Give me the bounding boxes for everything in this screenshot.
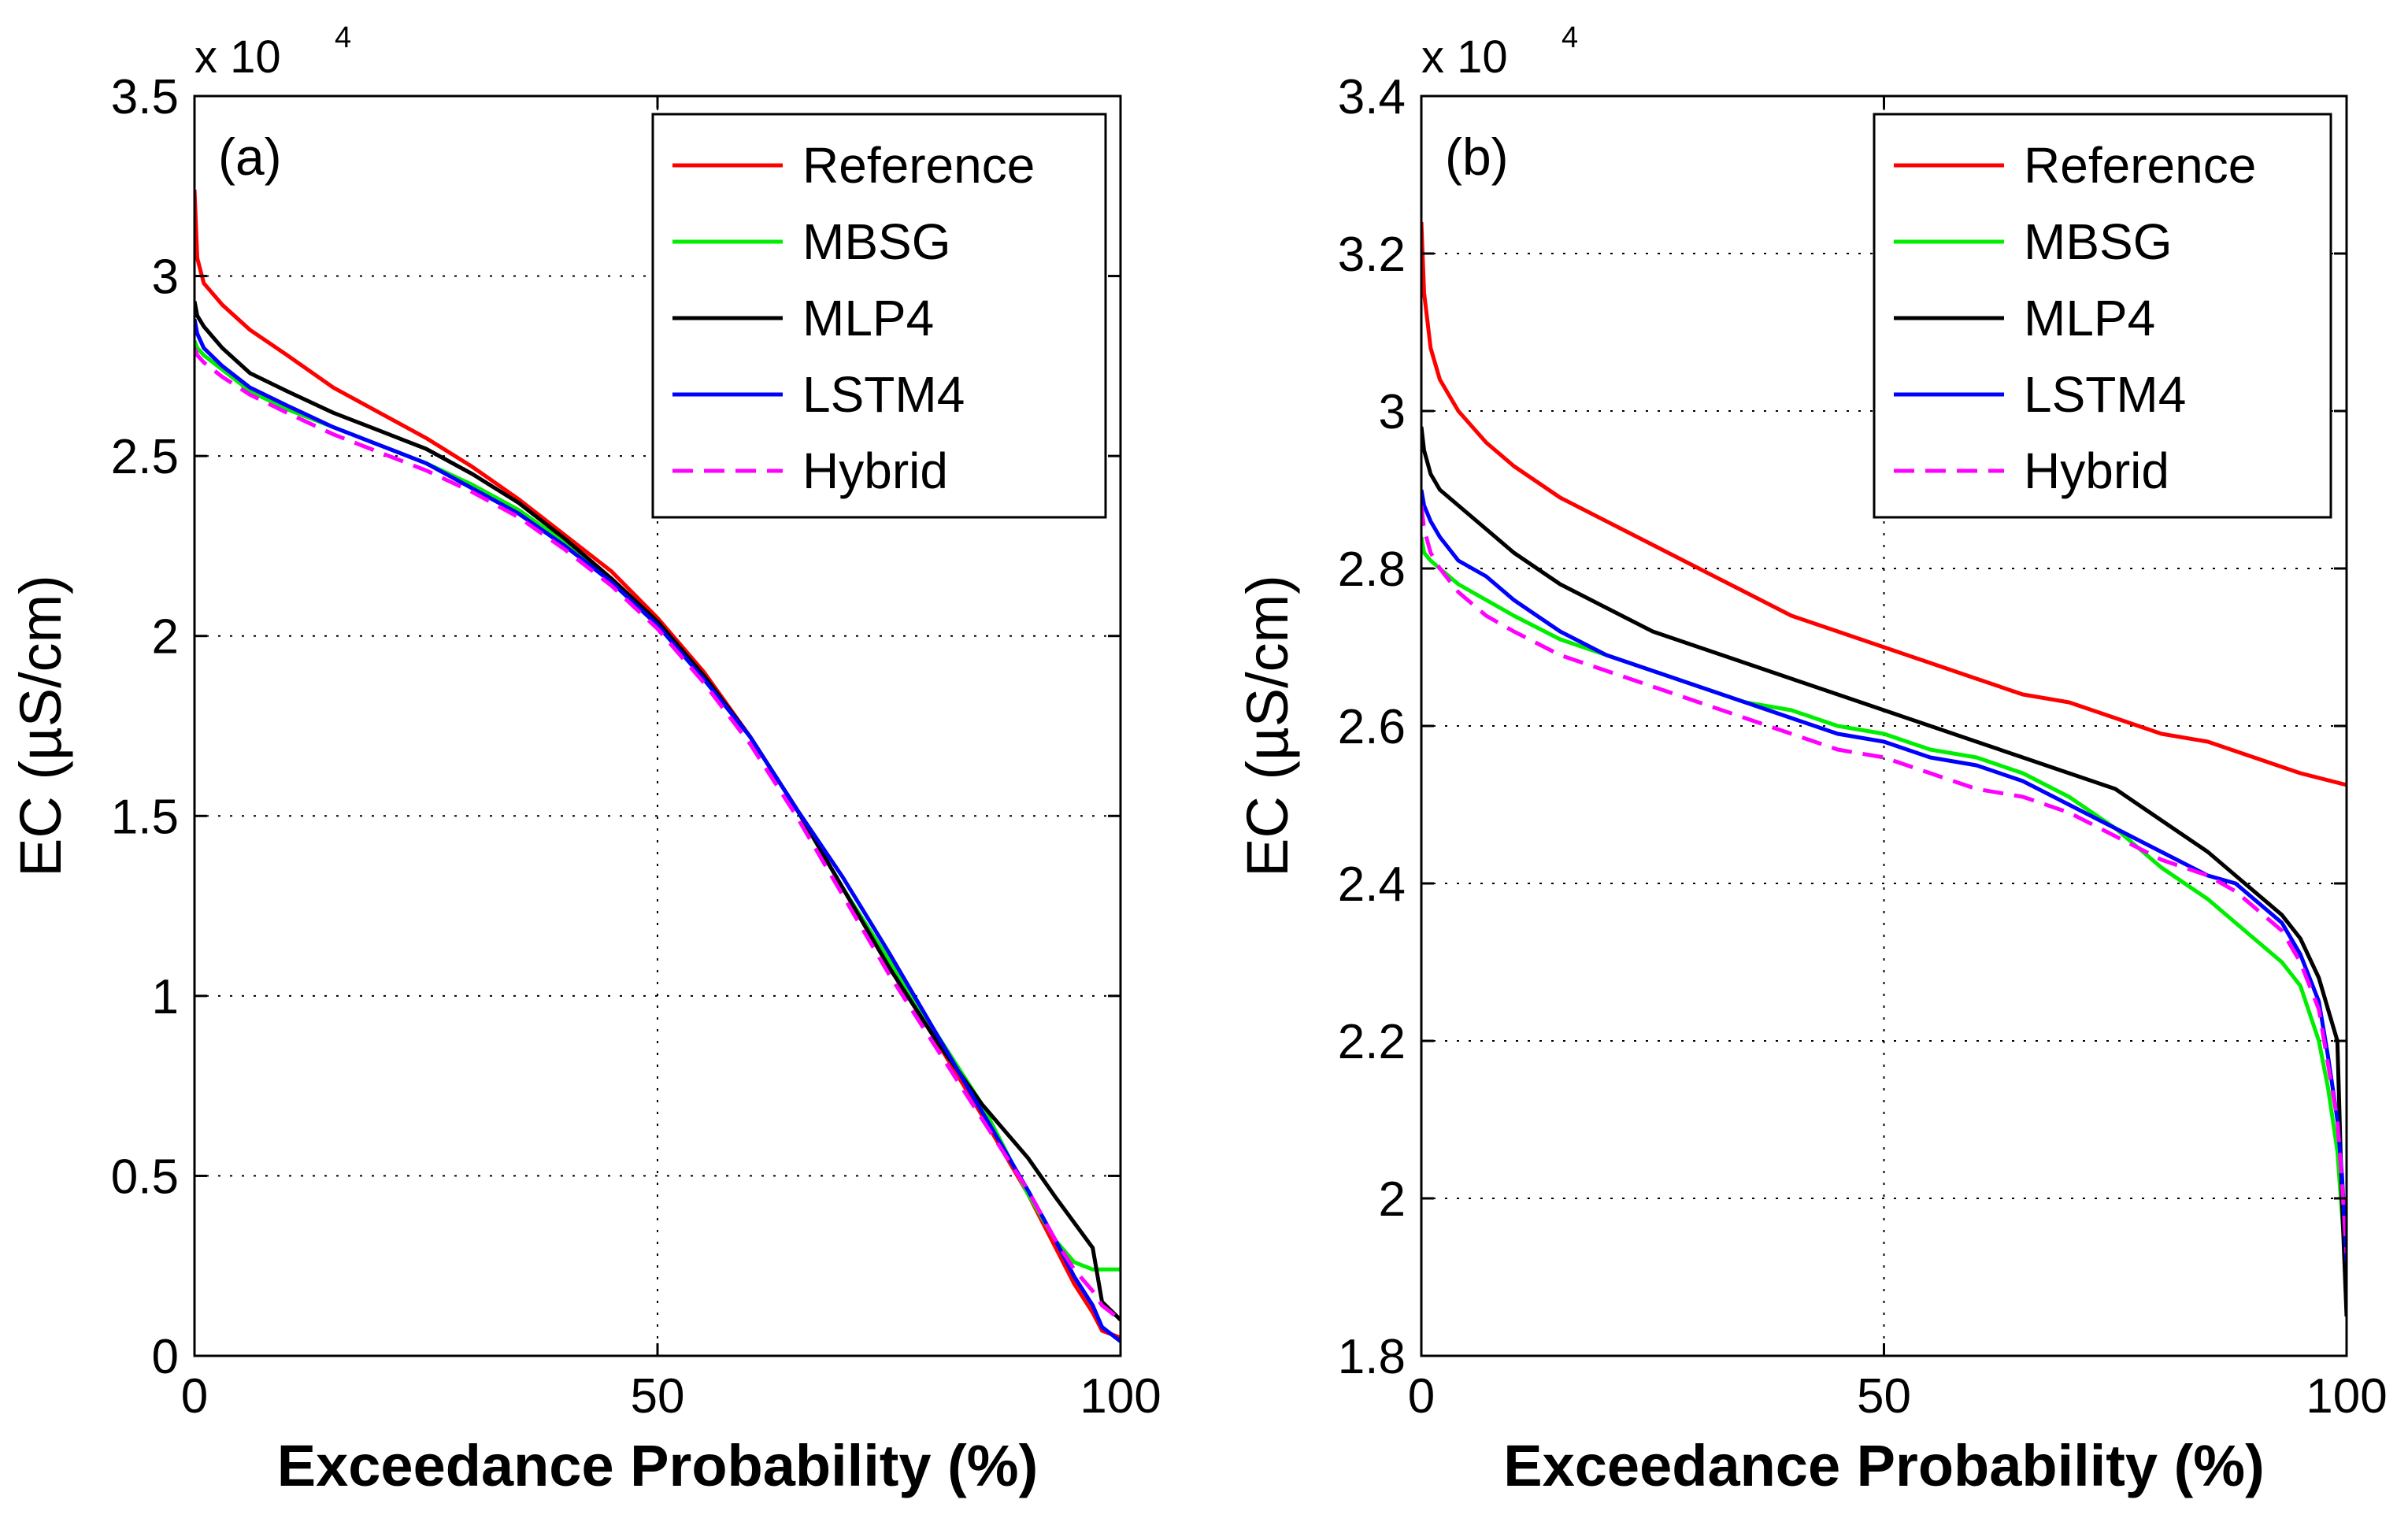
x-axis-label: Exceedance Probability (%) (277, 1433, 1038, 1498)
series-line-mlp4 (1421, 426, 2347, 1317)
series-line-hybrid (1421, 505, 2347, 1254)
y-tick-label: 3.2 (1338, 228, 1406, 282)
y-multiplier-exponent: 4 (335, 21, 351, 54)
panel-label: (a) (218, 128, 282, 186)
legend-label-lstm4: LSTM4 (2024, 366, 2186, 423)
y-tick-label: 1 (152, 970, 179, 1024)
y-tick-label: 3.5 (111, 70, 179, 124)
x-tick-label: 100 (1080, 1369, 1161, 1424)
panel-label: (b) (1445, 128, 1509, 186)
chart-panel-b: 0 50 100 1.8 2 2.2 2.4 2.6 2.8 3 3.2 3.4 x 10 4 Exceed… (1235, 21, 2388, 1498)
x-axis-label: Exceedance Probability (%) (1503, 1433, 2264, 1498)
y-tick-label: 2.6 (1338, 700, 1406, 754)
y-tick-label: 1.5 (111, 790, 179, 844)
y-tick-label: 2.5 (111, 430, 179, 484)
y-tick-label: 2 (1379, 1172, 1406, 1227)
y-tick-label: 2.2 (1338, 1015, 1406, 1069)
y-tick-label: 2.4 (1338, 857, 1406, 912)
y-tick-label: 2.8 (1338, 542, 1406, 597)
y-tick-label: 3 (152, 250, 179, 305)
legend-label-hybrid: Hybrid (2024, 442, 2169, 499)
series-line-mbsg (1421, 536, 2347, 1278)
y-axis-label: EC (µS/cm) (8, 575, 73, 877)
y-multiplier-exponent: 4 (1561, 21, 1578, 54)
legend-box (1873, 113, 2332, 519)
x-tick-label: 100 (2306, 1369, 2387, 1424)
series-line-mlp4 (194, 301, 1121, 1322)
series-group (1421, 221, 2347, 1317)
y-tick-label: 1.8 (1338, 1330, 1406, 1384)
y-axis-label: EC (µS/cm) (1235, 575, 1300, 877)
y-tick-label: 3.4 (1338, 70, 1406, 124)
y-tick-label: 3 (1379, 385, 1406, 439)
series-line-lstm4 (1421, 489, 2347, 1262)
legend-label-reference: Reference (802, 137, 1035, 194)
y-tick-label: 0 (152, 1330, 179, 1384)
legend-label-mbsg: MBSG (802, 213, 950, 270)
legend-box (651, 113, 1107, 519)
x-tick-label: 50 (1857, 1369, 1911, 1424)
legend-label-mbsg: MBSG (2024, 213, 2172, 270)
x-tick-label: 0 (181, 1369, 208, 1424)
series-group (194, 189, 1121, 1343)
legend-label-hybrid: Hybrid (802, 442, 948, 499)
x-tick-label: 50 (631, 1369, 685, 1424)
series-line-hybrid (194, 347, 1121, 1322)
series-line-reference (1421, 221, 2347, 787)
y-tick-label: 2 (152, 610, 179, 665)
series-line-reference (194, 189, 1121, 1340)
y-multiplier: x 10 (1421, 31, 1508, 83)
legend-label-mlp4: MLP4 (2024, 290, 2155, 346)
legend: Reference MBSG MLP4 LSTM4 Hybrid (1873, 113, 2332, 519)
legend-label-lstm4: LSTM4 (802, 366, 965, 423)
y-multiplier: x 10 (194, 31, 281, 83)
y-tick-label: 0.5 (111, 1150, 179, 1204)
chart-panel-a: 0 50 100 0 0.5 1 1.5 2 2.5 3 3.5 x 10 4 Exceedance Pr… (8, 21, 1161, 1498)
legend-label-mlp4: MLP4 (802, 290, 934, 346)
x-tick-label: 0 (1408, 1369, 1435, 1424)
legend: Reference MBSG MLP4 LSTM4 Hybrid (651, 113, 1107, 519)
legend-label-reference: Reference (2024, 137, 2256, 194)
